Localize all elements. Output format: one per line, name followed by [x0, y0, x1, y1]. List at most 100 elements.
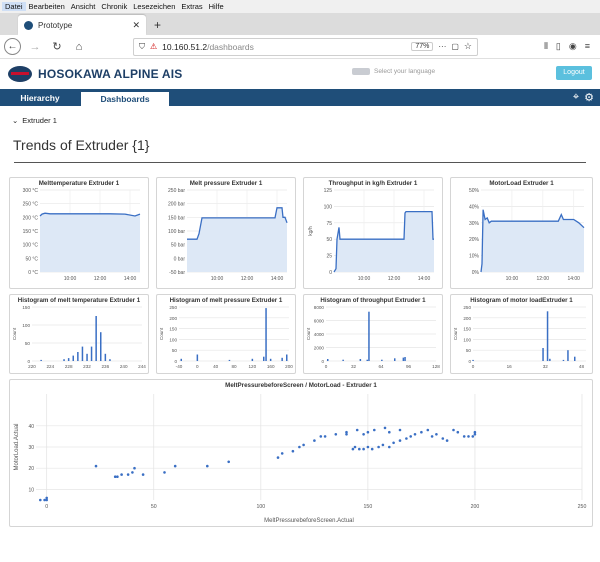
- chart-panel[interactable]: Melttemperature Extruder 1 0 °C 50 °C 100 °…: [9, 177, 149, 289]
- histogram-bar: [269, 358, 272, 361]
- chart-panel[interactable]: Histogram of melt pressure Extruder 1 0 50…: [156, 294, 296, 374]
- logout-button[interactable]: Logout: [556, 66, 592, 80]
- chart-panel[interactable]: Throughput in kg/h Extruder 1 0 25 50 75 100 1…: [303, 177, 443, 289]
- y-tick-label: 50: [172, 348, 178, 353]
- chart-panel[interactable]: Histogram of throughput Extruder 1 0 2000 4…: [303, 294, 443, 374]
- x-tick-label: 200: [285, 364, 293, 369]
- y-tick-label: 4000: [314, 332, 325, 337]
- pocket-icon[interactable]: ▢: [451, 42, 459, 51]
- scatter-point: [392, 441, 395, 445]
- chart-svg: -50 bar 0 bar 50 bar 100 bar 150 bar 200 bar 2…: [168, 188, 288, 282]
- url-bar[interactable]: ⛉ ⚠ 10.160.51.2/dashboards 77% ··· ▢ ☆: [133, 37, 478, 56]
- x-tick-label: 32: [351, 364, 357, 369]
- scatter-point: [173, 464, 177, 468]
- histogram-bar: [67, 358, 70, 361]
- x-axis-label: MeltPressurebeforeScreen.Actual: [264, 518, 354, 524]
- bookmark-star-icon[interactable]: ☆: [463, 41, 472, 51]
- menu-item-extras[interactable]: Extras: [181, 2, 203, 11]
- y-tick-label: 20%: [469, 237, 480, 243]
- chart-svg: 0 50 100 150 200 250 0 16 32 48 Count: [453, 305, 586, 369]
- browser-tab[interactable]: Prototype ✕: [18, 15, 146, 35]
- y-tick-label: 0: [27, 359, 30, 364]
- scatter-point: [319, 435, 323, 438]
- chart-panel[interactable]: MotorLoad Extruder 1 0% 10% 20% 30% 40% 50% 10:…: [450, 177, 593, 289]
- home-icon[interactable]: ⌂: [75, 40, 83, 53]
- chart-panel[interactable]: Melt pressure Extruder 1 -50 bar 0 bar 50 b…: [156, 177, 296, 289]
- menu-item-lesezeichen[interactable]: Lesezeichen: [133, 2, 176, 11]
- y-tick-label: 30%: [469, 221, 480, 227]
- histogram-bar: [394, 358, 396, 361]
- scatter-point: [276, 456, 280, 459]
- scatter-point: [141, 473, 145, 476]
- scatter-point: [323, 435, 327, 438]
- new-tab-icon[interactable]: +: [154, 18, 162, 32]
- overflow-menu-icon[interactable]: ≡: [584, 41, 590, 51]
- chart-svg: 10 20 30 40 0 50 100 150 200 250 MeltPressurebefor…: [14, 394, 586, 524]
- series-area: [40, 213, 140, 272]
- chart-title: Histogram of motor loadExtruder 1: [470, 297, 573, 304]
- y-tick-label: 200 °C: [23, 215, 39, 221]
- language-selector[interactable]: Select your language: [352, 68, 435, 75]
- series-area: [187, 207, 287, 272]
- x-tick-label: 80: [231, 364, 237, 369]
- page-title: Trends of Extruder {1}: [13, 137, 150, 153]
- x-tick-label: 200: [471, 504, 480, 510]
- y-tick-label: 150: [22, 305, 30, 310]
- scatter-point: [113, 475, 117, 478]
- y-tick-label: 150: [463, 327, 471, 332]
- chart-panel[interactable]: Histogram of melt temperature Extruder 1…: [9, 294, 149, 374]
- histogram-bar: [86, 353, 88, 361]
- menu-item-bearbeiten[interactable]: Bearbeiten: [28, 2, 65, 11]
- y-tick-label: 50: [25, 341, 31, 346]
- histogram-bar: [281, 357, 283, 361]
- back-arrow-icon[interactable]: ←: [4, 38, 21, 55]
- histogram-bar: [381, 359, 383, 361]
- y-axis-label: Count: [453, 327, 458, 340]
- gear-icon[interactable]: ⚙: [584, 92, 594, 104]
- x-tick-label: 14:00: [124, 276, 137, 282]
- y-tick-label: 0%: [472, 270, 480, 276]
- menu-item-chronik[interactable]: Chronik: [101, 2, 128, 11]
- menu-item-ansicht[interactable]: Ansicht: [70, 2, 96, 11]
- y-axis-label: Count: [12, 327, 17, 340]
- shield-icon: ⛉: [139, 41, 145, 51]
- account-icon[interactable]: ◉: [568, 41, 577, 51]
- crosshair-icon[interactable]: ⌖: [572, 91, 580, 103]
- scatter-point: [398, 428, 402, 432]
- chart-panel[interactable]: MeltPressurebeforeScreen / MotorLoad - E…: [9, 379, 593, 527]
- y-tick-label: 0: [468, 359, 471, 364]
- y-tick-label: 150: [169, 327, 177, 332]
- chart-panel[interactable]: Histogram of motor loadExtruder 1 0 50 100 1…: [450, 294, 593, 374]
- scatter-point: [373, 428, 376, 432]
- tab-dashboards[interactable]: Dashboards: [80, 91, 170, 106]
- y-tick-label: 100: [463, 337, 471, 342]
- close-tab-icon[interactable]: ✕: [132, 19, 140, 30]
- sidebar-icon[interactable]: ▯: [555, 41, 561, 51]
- reload-icon[interactable]: ↻: [52, 41, 62, 53]
- x-tick-label: 220: [28, 364, 36, 369]
- menu-item-hilfe[interactable]: Hilfe: [208, 2, 224, 11]
- menu-item-datei[interactable]: Datei: [2, 2, 26, 11]
- y-tick-label: 0 °C: [28, 270, 38, 276]
- scatter-point: [473, 433, 477, 436]
- library-icon[interactable]: ⫴: [544, 41, 548, 51]
- x-tick-label: 10:00: [506, 276, 519, 282]
- y-tick-label: 40: [28, 424, 34, 430]
- forward-arrow-icon[interactable]: →: [29, 40, 41, 53]
- zoom-level[interactable]: 77%: [411, 42, 434, 51]
- breadcrumb[interactable]: ⌄ Extruder 1: [12, 116, 600, 125]
- scatter-point: [45, 498, 48, 502]
- x-tick-label: 96: [406, 364, 412, 369]
- app-header: HOSOKAWA ALPINE AIS Select your language…: [0, 59, 600, 89]
- histogram-bar: [574, 356, 576, 361]
- scatter-point: [362, 433, 365, 436]
- histogram-bar: [286, 354, 288, 361]
- y-tick-label: 100 °C: [23, 243, 39, 249]
- page-actions-icon[interactable]: ···: [438, 42, 447, 51]
- x-tick-label: 224: [46, 364, 54, 369]
- x-tick-label: 16: [507, 364, 513, 369]
- favicon-icon: [24, 20, 33, 30]
- scatter-point: [355, 428, 359, 432]
- tab-hierarchy[interactable]: Hierarchy: [20, 93, 60, 103]
- x-tick-label: 10:00: [64, 276, 77, 282]
